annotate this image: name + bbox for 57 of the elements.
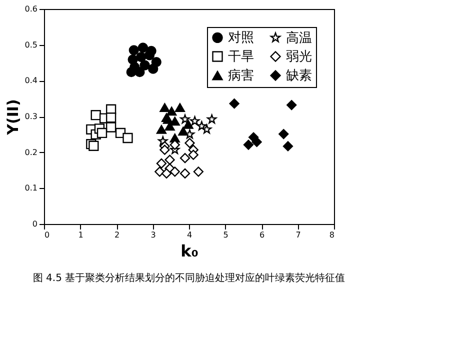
point (128, 45, 139, 56)
point (188, 150, 198, 160)
legend-label: 干旱 (228, 50, 254, 64)
y-tick-label: 0.5 (24, 40, 38, 50)
legend-label: 缺素 (286, 68, 312, 84)
x-axis-title: k₀ (180, 242, 198, 260)
point (126, 67, 136, 78)
y-tick-label: 0 (32, 220, 38, 228)
y-tick-label: 0.1 (24, 184, 38, 193)
point (160, 144, 170, 155)
caption: 图 4.5 基于聚类分析结果划分的不同胁迫处理对应的叶绿素荧光特征值 (32, 272, 346, 284)
x-tick-label: 8 (329, 230, 334, 240)
legend-label: 高温 (286, 30, 312, 46)
point (160, 103, 170, 112)
point (122, 132, 133, 144)
point (144, 50, 155, 60)
x-tick-label: 5 (223, 230, 228, 240)
point (206, 114, 217, 124)
point (183, 120, 194, 129)
point (252, 136, 262, 148)
x-tick-label: 4 (186, 230, 192, 240)
point (180, 152, 190, 164)
point (156, 124, 167, 134)
point (184, 129, 195, 139)
y-tick-label: 0.4 (24, 76, 38, 86)
x-tick-label: 6 (259, 230, 265, 240)
point (134, 67, 145, 78)
point (88, 140, 99, 151)
point (138, 42, 148, 53)
point (286, 100, 297, 110)
y-tick-label: 0.3 (24, 112, 38, 121)
x-tick-label: 0 (44, 230, 50, 240)
legend-label: 对照 (228, 30, 254, 46)
point (106, 112, 116, 123)
legend-label: 病害 (228, 68, 254, 84)
point (174, 103, 186, 112)
point (190, 116, 200, 126)
x-tick-label: 3 (150, 230, 156, 240)
point (229, 98, 240, 109)
point (166, 106, 177, 116)
y-axis-title: Y(II) (4, 99, 22, 136)
x-tick-label: 1 (78, 230, 84, 240)
point (180, 114, 190, 124)
x-tick-label: 7 (296, 230, 301, 240)
point (282, 141, 294, 152)
point (193, 166, 204, 177)
point (180, 168, 190, 179)
legend-label: 弱光 (286, 50, 312, 64)
point (202, 124, 212, 134)
point (96, 128, 108, 138)
y-tick-label: 0.6 (24, 4, 38, 14)
point (156, 158, 167, 169)
point (148, 64, 158, 74)
x-tick-label: 2 (114, 230, 120, 240)
point (243, 140, 254, 150)
y-tick-label: 0.2 (24, 148, 38, 157)
point (278, 128, 289, 140)
